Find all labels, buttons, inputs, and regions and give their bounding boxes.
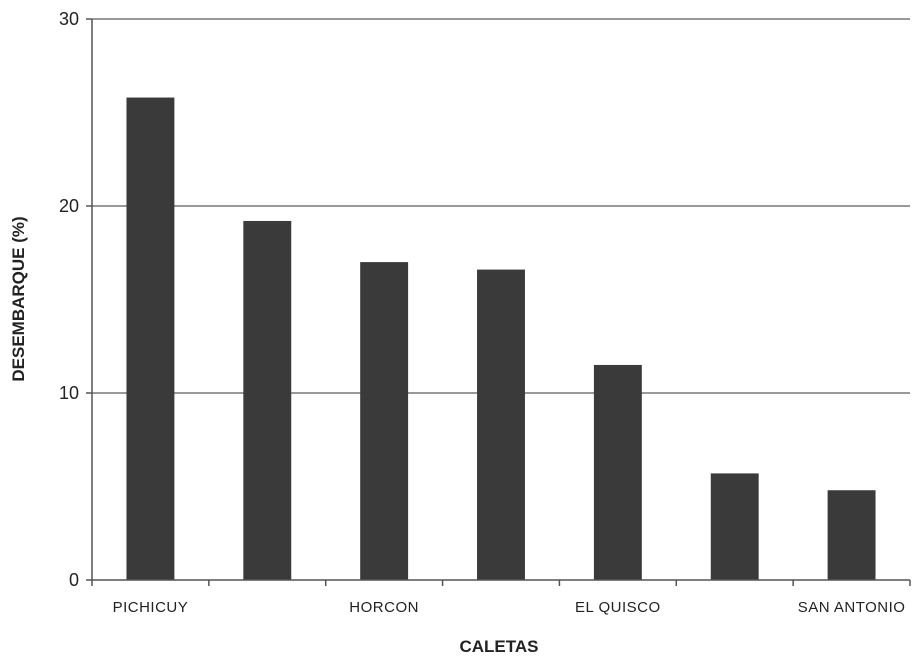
y-axis-title: DESEMBARQUE (%): [9, 216, 28, 381]
y-tick-label: 10: [59, 383, 79, 403]
bars: [126, 97, 876, 580]
y-tick-labels: 0 10 20 30: [59, 9, 79, 590]
x-tick-label: PICHICUY: [113, 599, 189, 616]
axes: [86, 18, 911, 586]
x-tick-labels: PICHICUY HORCON EL QUISCO SAN ANTONIO: [113, 599, 906, 616]
bar: [593, 364, 642, 580]
x-tick-label: HORCON: [349, 599, 419, 616]
y-tick-label: 0: [69, 570, 79, 590]
y-tick-label: 20: [59, 196, 79, 216]
x-tick-label: EL QUISCO: [575, 599, 661, 616]
bar: [360, 262, 409, 580]
bar: [243, 220, 292, 580]
x-tick-label: SAN ANTONIO: [798, 599, 906, 616]
x-axis-title: CALETAS: [459, 637, 538, 656]
bar: [827, 490, 876, 580]
bar: [477, 269, 525, 580]
bar: [126, 97, 175, 580]
y-tick-label: 30: [59, 9, 79, 29]
bar: [710, 473, 759, 580]
